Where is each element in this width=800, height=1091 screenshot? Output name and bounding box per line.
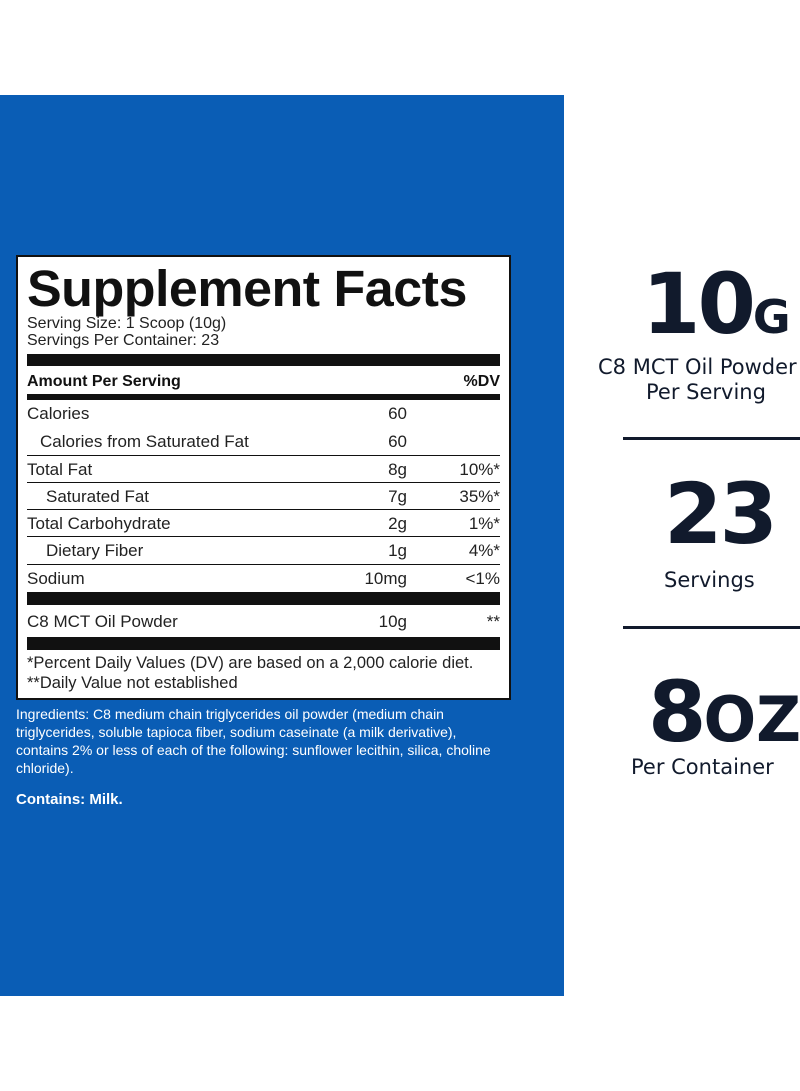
medium-divider <box>27 394 500 400</box>
nutrient-label: C8 MCT Oil Powder <box>27 612 178 631</box>
stat-label: Servings <box>664 568 755 592</box>
nutrient-amount: 7g <box>388 487 407 506</box>
serving-size: Serving Size: 1 Scoop (10g) <box>27 315 227 332</box>
thick-divider <box>27 637 500 650</box>
nutrient-row: C8 MCT Oil Powder 10g ** <box>27 612 500 638</box>
ingredients-text: Ingredients: C8 medium chain triglycerid… <box>16 706 491 776</box>
nutrient-label: Saturated Fat <box>46 487 150 506</box>
nutrient-amount: 10g <box>378 612 407 631</box>
nutrient-row: Saturated Fat 7g 35%* <box>27 487 500 513</box>
stat-divider <box>623 626 800 629</box>
footnote-dv: *Percent Daily Values (DV) are based on … <box>27 654 474 672</box>
nutrient-dv: 4%* <box>468 541 500 560</box>
stat-number: 8 <box>648 663 706 761</box>
stat-label: Per Serving <box>646 380 766 404</box>
nutrient-label: Calories from Saturated Fat <box>40 432 249 451</box>
supplement-facts-panel: Supplement Facts Serving Size: 1 Scoop (… <box>16 255 511 700</box>
row-divider <box>27 509 500 510</box>
nutrient-dv: 1%* <box>468 514 500 533</box>
nutrient-amount: 60 <box>388 404 407 423</box>
thick-divider <box>27 354 500 366</box>
dv-header: %DV <box>463 373 500 390</box>
stat-container-value: 8OZ <box>648 663 800 761</box>
nutrient-row: Sodium 10mg <1% <box>27 569 500 595</box>
nutrient-row: Dietary Fiber 1g 4%* <box>27 541 500 567</box>
nutrient-row: Calories from Saturated Fat 60 <box>27 432 500 458</box>
nutrient-amount: 8g <box>388 460 407 479</box>
stat-unit: OZ <box>703 683 800 756</box>
row-divider <box>27 455 500 456</box>
nutrient-label: Sodium <box>27 569 85 588</box>
facts-title: Supplement Facts <box>27 260 467 317</box>
stat-number: 10 <box>642 255 756 353</box>
nutrient-row: Calories 60 <box>27 404 500 430</box>
nutrient-dv: ** <box>486 612 500 631</box>
nutrient-amount: 10mg <box>364 569 407 588</box>
nutrient-dv: 35%* <box>459 487 500 506</box>
stat-unit: G <box>752 290 791 344</box>
footnote-not-established: **Daily Value not established <box>27 674 238 692</box>
row-divider <box>27 564 500 565</box>
nutrient-label: Dietary Fiber <box>46 541 144 560</box>
nutrient-amount: 60 <box>388 432 407 451</box>
nutrient-row: Total Carbohydrate 2g 1%* <box>27 514 500 540</box>
nutrient-row: Total Fat 8g 10%* <box>27 460 500 486</box>
allergen-statement: Contains: Milk. <box>16 791 123 808</box>
stat-divider <box>623 437 800 440</box>
stat-label: C8 MCT Oil Powder <box>598 355 797 379</box>
row-divider <box>27 482 500 483</box>
nutrient-amount: 2g <box>388 514 407 533</box>
row-divider <box>27 536 500 537</box>
stat-label: Per Container <box>631 755 774 779</box>
nutrient-label: Total Carbohydrate <box>27 514 171 533</box>
stat-serving-size-value: 10G <box>642 255 791 353</box>
nutrient-dv: 10%* <box>459 460 500 479</box>
nutrient-label: Calories <box>27 404 90 423</box>
amount-header: Amount Per Serving <box>27 373 181 390</box>
thick-divider <box>27 592 500 605</box>
nutrient-label: Total Fat <box>27 460 93 479</box>
nutrient-dv: <1% <box>465 569 501 588</box>
servings-per-container: Servings Per Container: 23 <box>27 332 220 349</box>
stat-servings-value: 23 <box>664 465 778 563</box>
amount-header-row: Amount Per Serving %DV <box>27 373 500 391</box>
nutrient-amount: 1g <box>388 541 407 560</box>
